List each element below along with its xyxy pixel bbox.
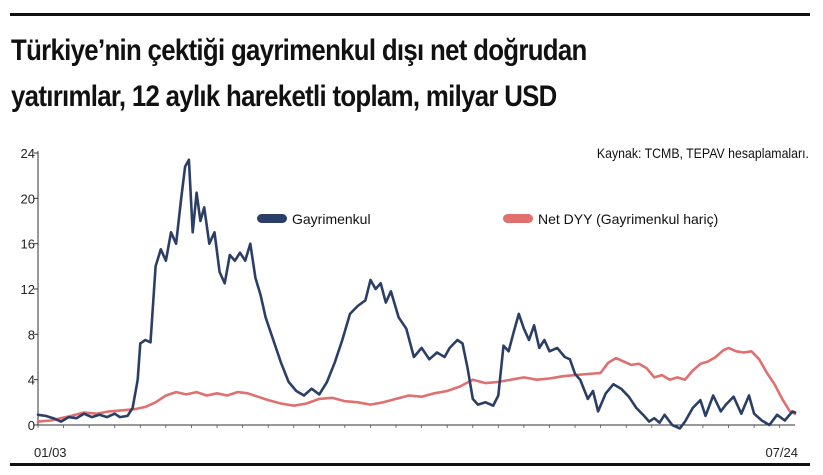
chart-axes: 0 4 8 12 16 20 24 01/03 07/24 xyxy=(21,146,798,460)
y-tick-label: 20 xyxy=(21,191,35,206)
y-tick-label: 16 xyxy=(21,237,35,252)
chart-source: Kaynak: TCMB, TEPAV hesaplamaları. xyxy=(596,145,809,161)
chart-title-line-2: yatırımlar, 12 aylık hareketli toplam, m… xyxy=(11,80,557,113)
top-rule xyxy=(10,13,810,16)
chart-title-line-1: Türkiye’nin çektiği gayrimenkul dışı net… xyxy=(11,34,587,67)
x-tick-label-end: 07/24 xyxy=(765,445,798,460)
y-tick-label: 4 xyxy=(28,373,35,388)
y-tick-label: 12 xyxy=(21,282,35,297)
series-line-net-dyy xyxy=(36,346,797,423)
legend-swatch xyxy=(257,214,287,223)
legend-label: Net DYY (Gayrimenkul hariç) xyxy=(538,211,718,227)
chart-title: Türkiye’nin çektiği gayrimenkul dışı net… xyxy=(11,28,699,120)
series-line-gayrimenkul xyxy=(36,158,797,430)
legend-label: Gayrimenkul xyxy=(292,211,371,227)
chart-series xyxy=(36,158,797,430)
chart-legend: Gayrimenkul Net DYY (Gayrimenkul hariç) xyxy=(257,211,718,227)
y-tick-label: 0 xyxy=(28,418,35,433)
y-tick-label: 8 xyxy=(28,327,35,342)
x-tick-label-start: 01/03 xyxy=(34,445,67,460)
y-tick-label: 24 xyxy=(21,146,35,161)
bottom-rule xyxy=(10,463,810,466)
legend-swatch xyxy=(503,214,533,223)
